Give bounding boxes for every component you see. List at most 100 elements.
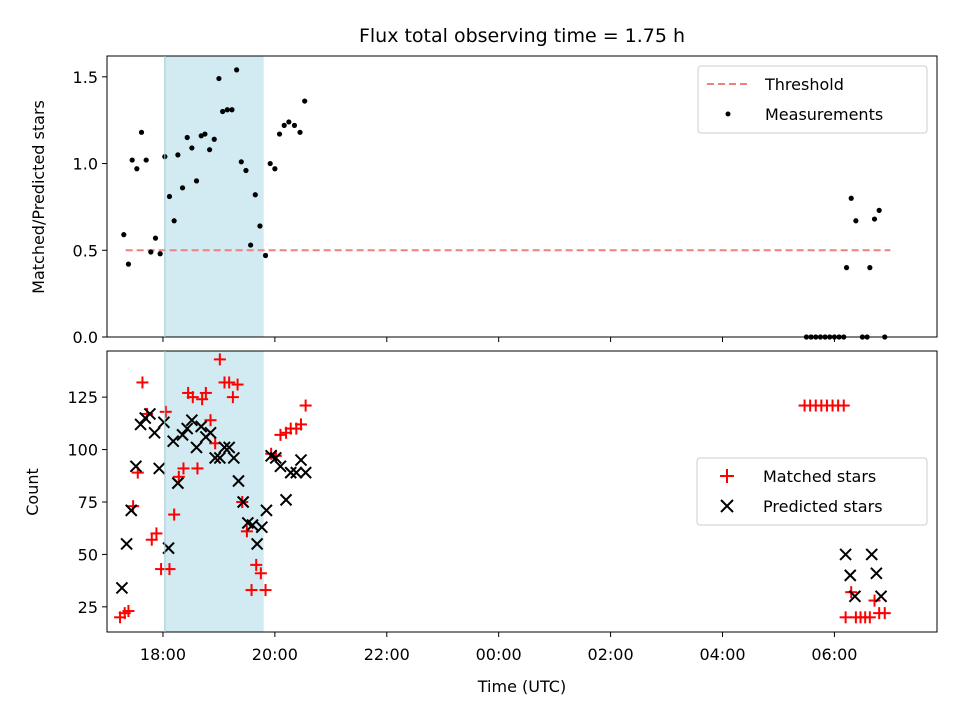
predicted-star-point <box>269 451 283 465</box>
predicted-star-point <box>157 416 171 429</box>
measurement-point <box>867 265 873 271</box>
measurement-point <box>138 129 145 135</box>
predicted-star-point <box>148 426 161 439</box>
measurement-point <box>125 261 132 267</box>
legend-measurements-swatch <box>725 111 731 117</box>
y-tick-label: 50 <box>78 545 98 564</box>
x-tick-label: 06:00 <box>811 645 857 664</box>
bottom-legend: Matched stars Predicted stars <box>696 457 928 526</box>
y-tick-label: 125 <box>67 388 98 407</box>
matched-star-point <box>868 594 881 607</box>
top-axes-frame <box>106 55 938 338</box>
predicted-star-point <box>250 537 264 551</box>
predicted-star-point <box>227 451 241 465</box>
matched-star-point <box>839 611 852 624</box>
bottom-panel: 25 50 75 100 125 18:00 20:00 22:00 00:00 02:00 04… <box>23 350 938 696</box>
legend-measurements-label: Measurements <box>765 105 883 124</box>
measurement-point <box>220 108 226 115</box>
predicted-star-point <box>125 504 138 517</box>
matched-star-point <box>145 533 158 546</box>
star-count-points <box>114 353 891 624</box>
top-observing-span <box>164 56 264 337</box>
measurement-point <box>281 122 287 128</box>
matched-star-point <box>250 558 263 571</box>
matched-star-point <box>191 462 204 475</box>
matched-star-point <box>240 525 253 538</box>
matched-star-point <box>223 376 236 389</box>
matched-star-point <box>259 584 272 597</box>
matched-star-point <box>231 378 244 391</box>
predicted-star-point <box>143 407 157 421</box>
measurement-point <box>252 192 258 198</box>
measurement-point <box>853 218 859 224</box>
predicted-star-point <box>153 462 166 475</box>
predicted-star-point <box>279 493 293 507</box>
x-tick-label: 22:00 <box>364 645 410 664</box>
measurement-point <box>175 152 181 158</box>
top-legend-box <box>697 65 928 134</box>
measurement-point <box>148 249 154 255</box>
matched-star-point <box>163 563 176 576</box>
measurement-point <box>276 131 283 137</box>
measurement-point <box>871 216 878 222</box>
top-y-axis-label: Matched/Predicted stars <box>29 100 48 294</box>
predicted-star-point <box>208 451 222 465</box>
measurement-point <box>152 235 159 241</box>
legend-predicted-swatch <box>720 499 734 513</box>
x-axis-label: Time (UTC) <box>477 677 566 696</box>
x-tick-label: 18:00 <box>140 645 186 664</box>
matched-star-point <box>863 611 876 624</box>
predicted-star-point <box>865 548 878 561</box>
measurement-point <box>129 157 135 163</box>
measurement-point <box>189 145 195 151</box>
measurement-point <box>272 166 278 172</box>
predicted-star-point <box>848 590 862 603</box>
predicted-star-point <box>294 453 308 467</box>
predicted-star-point <box>194 420 208 433</box>
measurement-point <box>297 129 303 135</box>
matched-star-point <box>122 605 135 618</box>
matched-star-point <box>177 462 190 475</box>
measurement-point <box>238 159 244 165</box>
matched-star-point <box>254 567 267 580</box>
measurement-point <box>184 134 190 141</box>
measurement-point <box>843 265 850 271</box>
y-tick-label: 1.5 <box>73 68 98 87</box>
predicted-star-point <box>190 441 203 454</box>
measurement-point <box>179 185 186 191</box>
matched-star-point <box>274 428 287 441</box>
predicted-star-point <box>839 548 852 561</box>
y-tick-label: 75 <box>78 493 98 512</box>
predicted-star-point <box>274 460 287 473</box>
predicted-star-point <box>870 567 883 580</box>
matched-star-point <box>294 418 307 431</box>
predicted-star-point <box>171 476 185 490</box>
legend-matched-label: Matched stars <box>763 467 876 486</box>
measurement-point <box>302 98 308 104</box>
predicted-star-point <box>260 504 273 517</box>
predicted-star-point <box>255 520 269 534</box>
predicted-star-point <box>246 518 259 532</box>
matched-star-point <box>878 607 891 620</box>
measurement-point <box>257 223 263 229</box>
matched-star-point <box>226 391 239 404</box>
measurement-point <box>134 166 140 172</box>
measurement-point <box>211 136 217 142</box>
measurement-point <box>216 75 222 82</box>
predicted-star-point <box>284 466 297 479</box>
x-tick-label: 02:00 <box>588 645 634 664</box>
top-panel: Flux total observing time = 1.75 h 0.00.… <box>29 25 938 347</box>
bottom-y-axis-label: Count <box>23 468 42 516</box>
predicted-star-point <box>204 426 217 439</box>
measurement-point <box>248 242 254 248</box>
measurement-point <box>224 107 230 113</box>
predicted-star-point <box>874 590 888 603</box>
measurement-point <box>121 232 127 238</box>
predicted-star-point <box>129 460 143 473</box>
top-x-axis <box>162 337 835 342</box>
matched-star-point <box>299 399 312 412</box>
x-tick-label: 20:00 <box>252 645 298 664</box>
matched-star-point <box>213 353 226 366</box>
legend-threshold-label: Threshold <box>764 75 844 94</box>
